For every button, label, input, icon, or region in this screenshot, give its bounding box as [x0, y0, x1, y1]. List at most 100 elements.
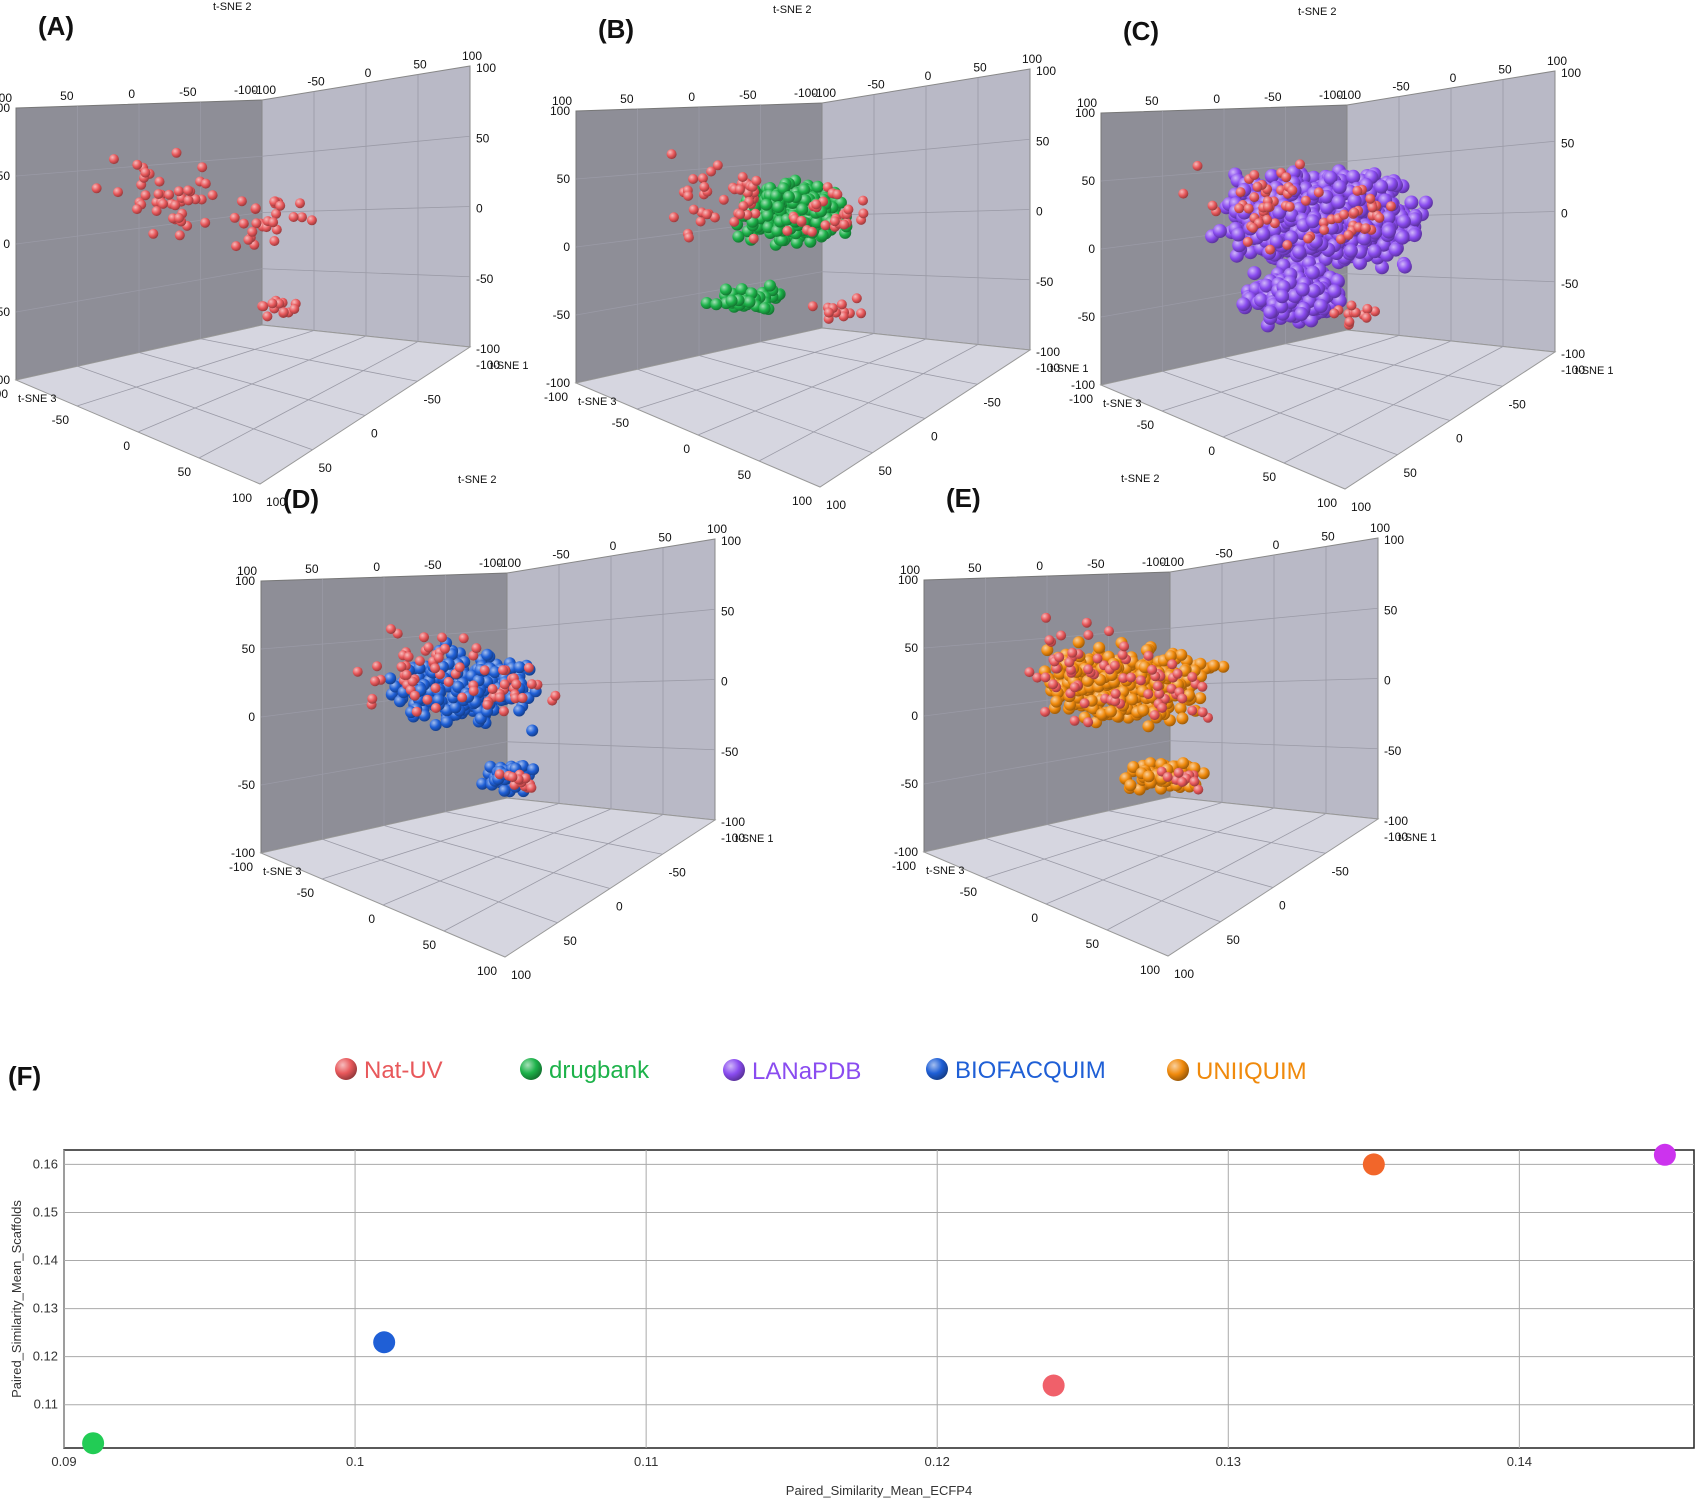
point-drugbank	[798, 183, 811, 196]
point-nat-uv	[526, 679, 537, 690]
point-drugbank	[764, 279, 776, 292]
point-nat-uv	[1040, 672, 1051, 683]
x-tick-label: 0.09	[51, 1454, 76, 1469]
point-nat-uv	[1281, 172, 1292, 183]
point-nat-uv	[154, 176, 165, 187]
point-nat-uv	[482, 699, 493, 710]
tick-label: -50	[179, 85, 197, 99]
point-nat-uv	[247, 226, 258, 237]
tick-label: -50	[1137, 418, 1155, 432]
point-lanapdb	[1381, 224, 1396, 239]
legend-label-uniiquim: UNIIQUIM	[1196, 1058, 1307, 1085]
tick-label: -50	[721, 745, 739, 759]
point-nat-uv	[1282, 240, 1293, 250]
point-nat-uv	[742, 209, 753, 220]
point-nat-uv	[1040, 706, 1051, 717]
point-nat-uv	[1249, 192, 1260, 203]
point-nat-uv	[1249, 170, 1260, 180]
point-lanapdb	[1346, 169, 1361, 184]
point-lanapdb	[1327, 284, 1342, 299]
tick-label: 0	[1273, 538, 1280, 552]
tick-label: 50	[973, 61, 987, 75]
panel-gridlines	[260, 547, 716, 932]
tick-label: 100	[511, 968, 531, 982]
point-nat-uv	[207, 190, 218, 201]
panel-gridlines	[923, 546, 1379, 931]
tick-label: -50	[1215, 547, 1233, 561]
point-uniiquim	[1142, 770, 1155, 783]
point-biofacquim	[476, 777, 489, 790]
axis-ticks-right: -100 -50 0 50 100	[721, 534, 745, 829]
point-nat-uv	[1189, 776, 1200, 787]
tick-label: -100	[234, 83, 258, 97]
tick-label: 100	[232, 491, 252, 505]
axis-ticks-bottom-left: -100 -50 0 50 100	[544, 390, 812, 508]
point-biofacquim	[440, 716, 453, 728]
point-drugbank	[816, 229, 829, 242]
point-nat-uv	[1149, 710, 1160, 721]
point-nat-uv	[1284, 201, 1295, 212]
tick-label: 0	[476, 202, 483, 216]
point-nat-uv	[699, 181, 710, 192]
point-nat-uv	[1135, 675, 1146, 686]
legend: Nat-UV drugbank LANaPDB BIOFACQUIM UNIIQ…	[335, 1057, 1307, 1085]
point-uniiquim	[1072, 636, 1085, 649]
tick-label: 50	[1404, 466, 1418, 480]
point-lanapdb	[1396, 214, 1411, 229]
point-biofacquim	[384, 672, 397, 685]
point-drugbank	[735, 283, 748, 296]
point-lanapdb	[1256, 227, 1271, 241]
point-nat-uv	[174, 213, 184, 223]
point-nat-uv	[1187, 705, 1198, 716]
axis-name-tsne2: t-SNE 2	[1121, 473, 1160, 485]
y-tick-label: 0.11	[34, 1397, 58, 1412]
point-nat-uv	[688, 174, 699, 184]
legend-item-drugbank: drugbank	[520, 1057, 650, 1084]
scatter-ticks: 0.09 0.1 0.11 0.12 0.13 0.14 0.11 0.12 0.13 0.14 0…	[33, 1156, 1532, 1469]
tick-label: -100	[1319, 88, 1343, 102]
tick-label: -50	[424, 558, 442, 572]
scatter-plot-area	[63, 1149, 1695, 1449]
point-nat-uv	[734, 184, 745, 195]
point-biofacquim	[513, 661, 526, 674]
axis-ticks-right: -100 -50 0 50 100	[476, 61, 500, 356]
axis-name-tsne3: t-SNE 3	[18, 393, 57, 405]
point-lanapdb	[1284, 208, 1299, 223]
tick-label: -50	[552, 548, 570, 562]
tick-label: 50	[968, 561, 982, 575]
tick-label: -50	[1392, 80, 1410, 94]
point-uniiquim	[1177, 757, 1190, 770]
point-nat-uv	[1313, 187, 1324, 198]
point-nat-uv	[1329, 308, 1340, 319]
point-nat-uv	[829, 216, 840, 227]
tick-label: 100	[1022, 52, 1042, 66]
tick-label: 0	[1561, 207, 1568, 221]
tick-label: -50	[297, 886, 315, 900]
point-lanapdb	[1407, 212, 1422, 227]
point-nat-uv	[838, 311, 849, 322]
point-nat-uv	[411, 706, 422, 717]
tick-label: 0	[1384, 674, 1391, 688]
point-nat-uv	[1119, 641, 1130, 652]
point-nat-uv	[174, 230, 185, 241]
panel-points	[352, 624, 561, 798]
point-nat-uv	[258, 301, 269, 312]
point-nat-uv	[807, 301, 818, 312]
point-nat-uv	[367, 693, 378, 704]
axis-ticks-top-right: -100 -50 0 50 100	[1337, 54, 1567, 102]
point-nat-uv	[1177, 777, 1188, 787]
scatter-grid	[63, 1150, 1694, 1448]
axis-ticks-bottom-left: -100 -50 0 50 100	[1069, 392, 1337, 510]
point-nat-uv	[738, 201, 749, 212]
point-uniiquim	[1197, 767, 1210, 780]
tsne-panel-a: -100-50050100-100-50050100-100-50050100-…	[0, 1, 529, 509]
tick-label: -50	[1332, 864, 1350, 878]
scatter-point-biofacquim	[373, 1331, 396, 1354]
point-nat-uv	[1054, 652, 1065, 663]
point-nat-uv	[440, 643, 450, 654]
tick-label: 100	[1077, 96, 1097, 110]
point-nat-uv	[666, 149, 677, 160]
point-nat-uv	[430, 663, 441, 674]
tick-label: 100	[0, 91, 12, 105]
axis-name-tsne1: t-SNE 1	[1398, 832, 1437, 844]
